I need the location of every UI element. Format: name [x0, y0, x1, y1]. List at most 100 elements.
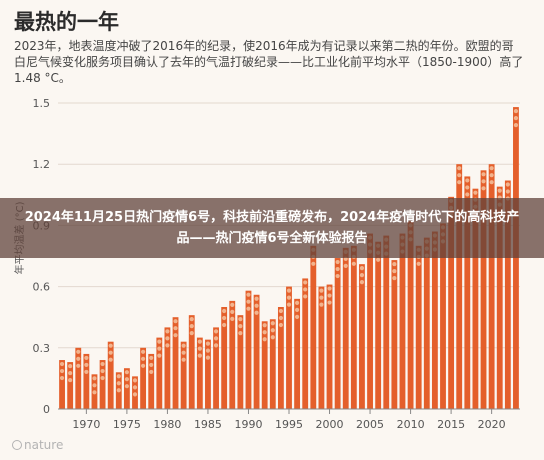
bar-dot [295, 314, 300, 319]
bar-dot [327, 286, 332, 291]
bar-dot [457, 180, 462, 185]
bar-dot [149, 362, 154, 368]
bar-dot [165, 343, 170, 348]
bar-dot [132, 378, 138, 383]
bar-dot [116, 374, 121, 379]
bar-dot [157, 353, 162, 358]
bar-dot [513, 115, 519, 121]
bar-dot [359, 273, 365, 278]
bar-dot [59, 368, 65, 374]
bar-dot [149, 355, 154, 361]
bar [180, 341, 187, 409]
bar [496, 186, 503, 409]
bar-dot [181, 357, 186, 362]
bar-dot [416, 261, 421, 266]
bar-dot [286, 302, 292, 307]
bar-dot [238, 331, 243, 336]
bar [107, 341, 114, 409]
bar-dot [68, 377, 73, 383]
bar-dot [465, 185, 470, 190]
y-tick-label: 0 [43, 403, 50, 416]
bar [253, 294, 260, 409]
bar-dot [165, 329, 170, 334]
bar-dot [189, 317, 194, 322]
bar-dot [278, 308, 283, 314]
bar-dot [295, 307, 300, 312]
bar-dot [465, 192, 470, 197]
bar [464, 176, 471, 409]
bar-dot [303, 287, 308, 292]
bar-dot [230, 309, 235, 314]
bar [415, 245, 422, 409]
y-tick-label: 0.3 [33, 342, 51, 355]
bar-dot [84, 362, 89, 368]
bar-dot [513, 108, 519, 114]
bar-dot [205, 348, 211, 353]
bar [383, 235, 390, 409]
bar-dot [157, 346, 162, 351]
x-tick-label: 2020 [478, 418, 506, 431]
bar-dot [92, 383, 97, 388]
x-tick-label: 2000 [316, 418, 344, 431]
bar-dot [100, 375, 105, 381]
brand-text: nature [24, 438, 64, 452]
bar-dot [481, 172, 486, 177]
y-tick-label: 1.5 [33, 97, 51, 110]
bar-dot [335, 273, 340, 279]
bar [448, 196, 455, 409]
bar-dot [141, 349, 146, 354]
x-tick-label: 2010 [397, 418, 425, 431]
x-tick-label: 1995 [275, 418, 303, 431]
bar-dot [295, 300, 300, 305]
bar [375, 241, 382, 409]
bar-dot [197, 339, 202, 344]
bar-dot [189, 324, 194, 329]
y-tick-label: 0.6 [33, 281, 51, 294]
bar-dot [238, 324, 243, 329]
bar-dot [489, 180, 494, 185]
bar-dot [213, 329, 219, 334]
bar-dot [59, 375, 65, 381]
bar-dot [481, 179, 486, 184]
bar-dot [68, 370, 73, 376]
bar [342, 247, 349, 409]
bar-dot [132, 385, 138, 390]
bar-dot [141, 356, 146, 361]
bar-dot [270, 328, 275, 333]
bar-dot [230, 316, 235, 321]
bar-dot [197, 353, 202, 358]
bar [261, 321, 268, 409]
bar-dot [108, 350, 113, 355]
x-tick-label: 1990 [234, 418, 262, 431]
bar [196, 337, 203, 409]
bar-dot [327, 300, 332, 305]
bar [367, 233, 373, 409]
bar-dot [84, 355, 89, 361]
bar-dot [116, 381, 121, 386]
bar-dot [76, 363, 81, 368]
bar [310, 245, 317, 409]
bar-dot [327, 293, 332, 298]
bar [472, 188, 479, 409]
bar-dot [197, 346, 202, 351]
bar-dot [319, 302, 324, 307]
bar-dot [149, 369, 154, 375]
bar-dot [392, 261, 397, 267]
bar [237, 315, 244, 409]
bar-dot [262, 337, 267, 342]
bar [399, 233, 406, 409]
bar [407, 221, 414, 409]
bar-dot [319, 295, 324, 300]
bar-dot [222, 315, 227, 321]
bar-dot [173, 333, 178, 338]
bar-dot [303, 294, 308, 299]
bar [294, 298, 301, 409]
bar-dot [124, 370, 129, 375]
x-tick-label: 1985 [194, 418, 222, 431]
bar [140, 347, 147, 409]
bar [326, 284, 333, 409]
bar-dot [213, 336, 219, 341]
bar [359, 264, 365, 409]
bar-dot [68, 363, 73, 369]
bar-dot [489, 166, 494, 171]
